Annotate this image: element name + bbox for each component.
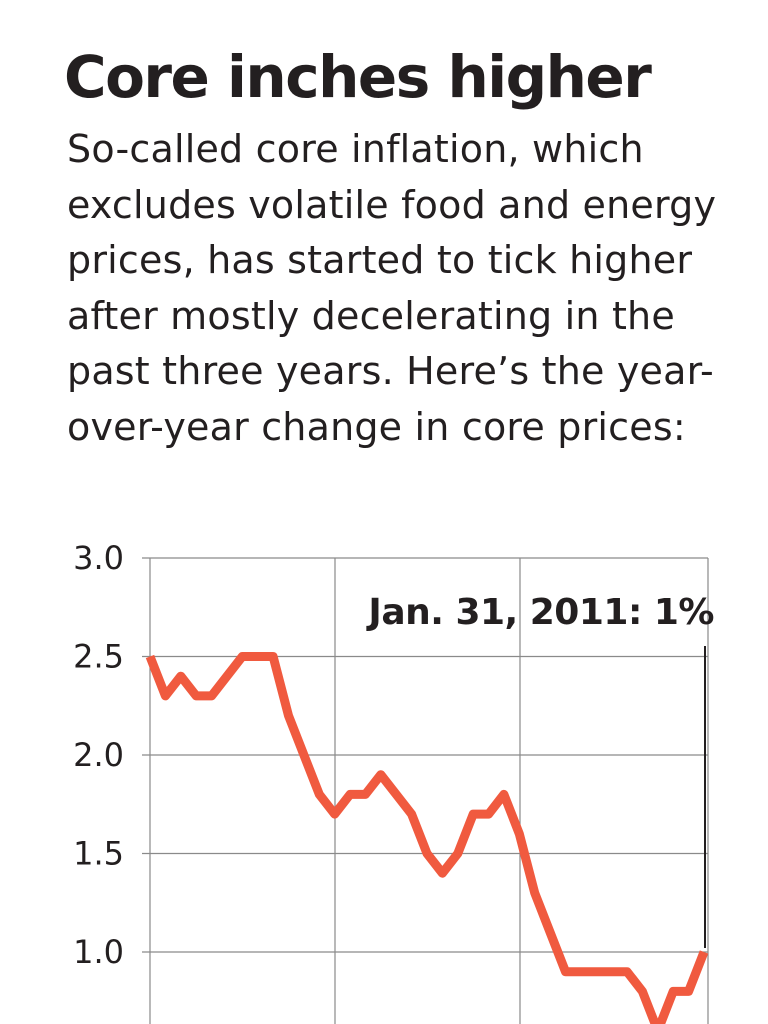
grid-layer xyxy=(142,557,709,1024)
series-line-core-inflation xyxy=(145,652,709,1024)
chart-title: Core inches higher xyxy=(64,43,652,111)
data-point xyxy=(561,967,570,976)
chart-subtitle: So-called core inflation, which excludes… xyxy=(67,127,717,449)
data-point xyxy=(361,790,370,799)
data-point xyxy=(376,770,385,779)
data-point xyxy=(315,790,324,799)
data-point xyxy=(515,829,524,838)
data-point xyxy=(576,967,585,976)
annotation-layer: Jan. 31, 2011: 1% xyxy=(365,592,715,948)
data-point xyxy=(146,652,155,661)
y-tick-label: 2.5 xyxy=(73,638,124,676)
data-point xyxy=(161,691,170,700)
y-tick-label: 1.0 xyxy=(73,933,124,971)
data-point xyxy=(469,810,478,819)
data-point xyxy=(638,987,647,996)
data-point xyxy=(700,948,709,957)
y-axis-ticks: 1.0 1.5 2.0 2.5 3.0 xyxy=(73,539,124,971)
data-point xyxy=(284,711,293,720)
y-tick-label: 1.5 xyxy=(73,835,124,873)
data-point xyxy=(684,987,693,996)
data-point xyxy=(392,790,401,799)
data-point xyxy=(484,810,493,819)
data-point xyxy=(669,987,678,996)
data-point xyxy=(192,691,201,700)
data-point xyxy=(592,967,601,976)
y-tick-label: 3.0 xyxy=(73,539,124,577)
data-point xyxy=(207,691,216,700)
data-point xyxy=(299,751,308,760)
data-point xyxy=(607,967,616,976)
data-point xyxy=(269,652,278,661)
series-layer xyxy=(145,652,709,1024)
data-point xyxy=(423,849,432,858)
data-point xyxy=(407,810,416,819)
y-tick-label: 2.0 xyxy=(73,736,124,774)
data-point xyxy=(438,869,447,878)
data-point xyxy=(330,810,339,819)
data-point xyxy=(253,652,262,661)
data-point xyxy=(530,888,539,897)
data-point xyxy=(176,672,185,681)
data-point xyxy=(546,928,555,937)
annotation-label: Jan. 31, 2011: 1% xyxy=(365,592,714,633)
data-point xyxy=(623,967,632,976)
data-point xyxy=(238,652,247,661)
data-point xyxy=(453,849,462,858)
data-point xyxy=(499,790,508,799)
data-point xyxy=(346,790,355,799)
data-point xyxy=(222,672,231,681)
